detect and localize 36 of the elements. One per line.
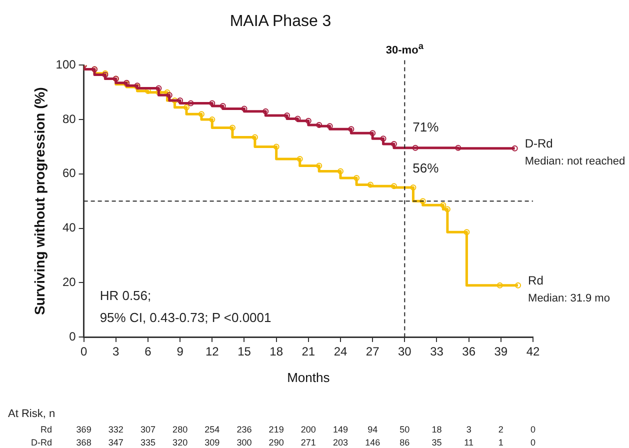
x-tick-label: 21 (302, 344, 316, 359)
y-axis-title: Surviving without progression (%) (31, 87, 48, 316)
x-tick-label: 3 (112, 344, 120, 359)
x-axis-title: Months (287, 370, 330, 385)
x-tick-label: 24 (334, 344, 348, 359)
y-tick-label: 80 (62, 112, 76, 126)
annotation: 56% (412, 160, 440, 176)
y-tick-label: 60 (62, 166, 76, 180)
text: Rd 369 332 307 280 254 236 219 200 149 94 50 18 3 2 0 (40, 424, 536, 434)
x-tick-label: 9 (176, 344, 184, 359)
annotation: HR 0.56; (100, 288, 152, 303)
text: D-Rd 368 347 335 320 309 300 290 271 203 146 86 35 11 1 0 (30, 437, 536, 448)
annotation: 95% CI, 0.43-0.73; P <0.0001 (100, 310, 272, 325)
annotation: Median: 31.9 mo (528, 292, 610, 304)
x-tick-label: 36 (462, 344, 476, 359)
x-tick-label: 39 (494, 344, 508, 359)
x-tick-label: 33 (430, 344, 444, 359)
x-tick-label: 30 (398, 344, 412, 359)
x-tick-label: 12 (205, 344, 220, 359)
y-tick-label: 0 (69, 329, 76, 344)
chart-title: MAIA Phase 3 (230, 13, 332, 30)
ref-line-label: 30-mo$^{a}$ (386, 41, 424, 57)
x-tick-label: 0 (80, 344, 88, 359)
annotation: Median: not reached (524, 155, 626, 168)
x-tick-label: 6 (144, 344, 152, 359)
x-tick-label: 27 (366, 344, 380, 359)
x-tick-label: 18 (270, 344, 284, 359)
annotation: 71% (412, 120, 440, 135)
x-tick-label: 15 (238, 344, 252, 359)
y-tick-label: 20 (62, 274, 76, 289)
series-label: Rd (528, 274, 544, 288)
text: At Risk, n (8, 408, 56, 420)
series-label: D-Rd (524, 136, 553, 151)
y-tick-label: 40 (62, 220, 76, 235)
x-tick-label: 42 (526, 344, 540, 359)
y-tick-label: 100 (56, 58, 76, 72)
